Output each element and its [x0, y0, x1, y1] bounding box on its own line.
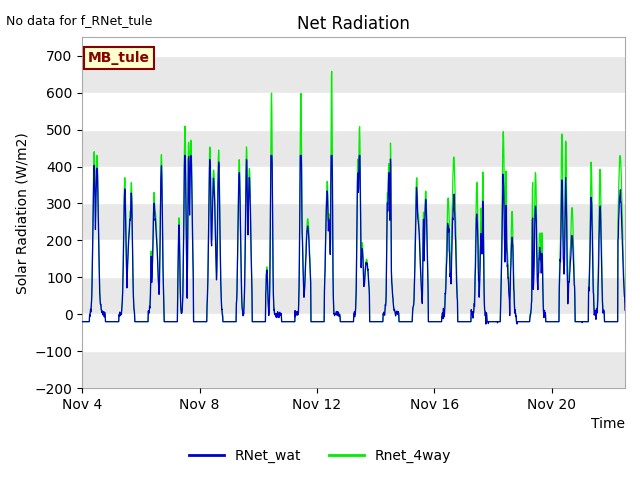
Y-axis label: Solar Radiation (W/m2): Solar Radiation (W/m2) — [15, 132, 29, 294]
Bar — [83, 240, 625, 277]
Text: No data for f_RNet_tule: No data for f_RNet_tule — [6, 14, 153, 27]
Bar — [83, 56, 625, 93]
RNet_wat — [621, 307, 629, 313]
Rnet_4way — [580, 319, 588, 324]
RNet_wat — [580, 319, 588, 324]
Title: Net Radiation: Net Radiation — [297, 15, 410, 33]
Bar — [83, 277, 625, 314]
RNet_wat — [444, 227, 452, 232]
Rnet_4way — [621, 299, 629, 305]
Text: MB_tule: MB_tule — [88, 51, 150, 65]
Rnet_4way — [606, 319, 614, 324]
RNet_wat — [181, 153, 189, 158]
X-axis label: Time: Time — [591, 418, 625, 432]
RNet_wat — [299, 265, 307, 271]
RNet_wat — [482, 321, 490, 327]
Rnet_4way — [145, 308, 153, 313]
Bar — [83, 314, 625, 351]
Bar — [83, 204, 625, 240]
RNet_wat — [606, 319, 614, 324]
Bar — [83, 93, 625, 130]
Rnet_4way — [79, 319, 86, 324]
Rnet_4way — [467, 319, 475, 324]
Rnet_4way — [299, 245, 307, 251]
RNet_wat — [145, 310, 153, 316]
Legend: RNet_wat, Rnet_4way: RNet_wat, Rnet_4way — [183, 443, 457, 468]
RNet_wat — [467, 319, 475, 324]
Line: Rnet_4way: Rnet_4way — [83, 72, 625, 322]
Bar — [83, 130, 625, 167]
Line: RNet_wat: RNet_wat — [83, 156, 625, 324]
Rnet_4way — [444, 196, 452, 202]
Rnet_4way — [328, 69, 335, 74]
Bar — [83, 351, 625, 388]
Bar — [83, 167, 625, 204]
RNet_wat — [79, 319, 86, 324]
